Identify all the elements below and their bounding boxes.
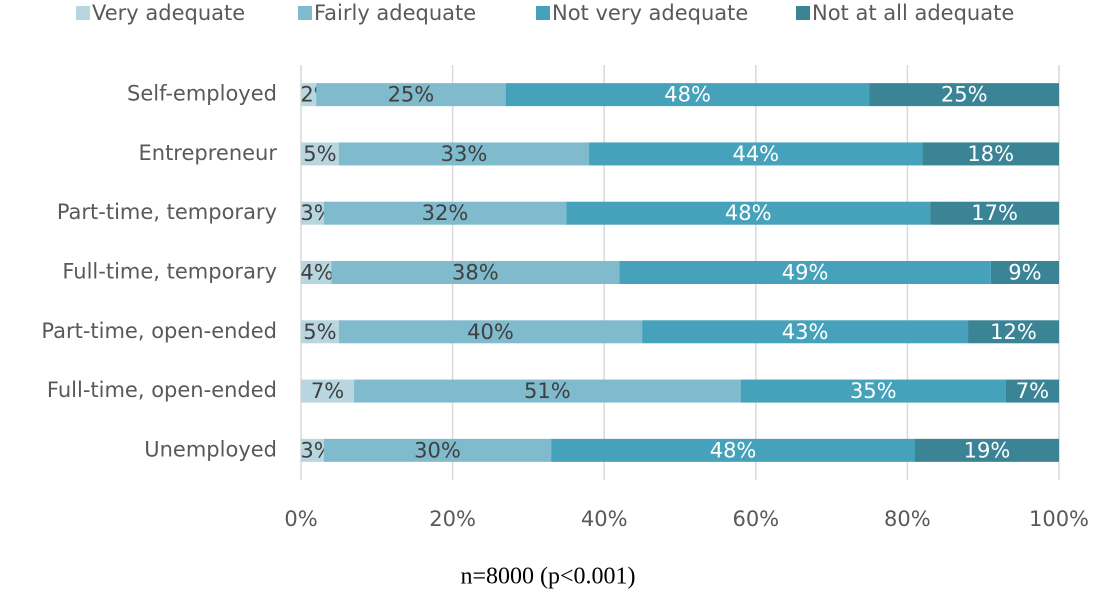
bar-segment xyxy=(922,142,1059,166)
bar-segment xyxy=(323,201,567,225)
data-label: 43% xyxy=(782,320,829,344)
data-label: 38% xyxy=(452,261,499,285)
bar-segment xyxy=(301,261,332,284)
data-label: 17% xyxy=(971,201,1018,225)
bar-segment xyxy=(551,438,915,462)
bar-segment xyxy=(566,201,931,225)
y-tick-label: Unemployed xyxy=(144,437,277,461)
bar-segment xyxy=(930,201,1059,225)
bar-segment xyxy=(869,83,1059,107)
data-label: 5% xyxy=(303,320,336,344)
data-label: 7% xyxy=(311,379,344,403)
data-label: 5% xyxy=(303,142,336,166)
data-label: 19% xyxy=(964,438,1011,462)
bar-segment xyxy=(323,438,552,462)
bar-segment xyxy=(301,83,317,107)
bar-segment xyxy=(301,142,339,166)
x-tick-label: 80% xyxy=(884,507,931,531)
legend-swatch xyxy=(536,6,550,20)
data-label: 44% xyxy=(732,142,779,166)
data-label: 48% xyxy=(664,83,711,107)
data-label: 25% xyxy=(941,83,988,107)
legend-label: Fairly adequate xyxy=(314,1,476,25)
data-label: 25% xyxy=(388,83,435,107)
legend-swatch xyxy=(298,6,312,20)
bar-segment xyxy=(914,438,1059,462)
data-label: 40% xyxy=(467,320,514,344)
data-label: 35% xyxy=(850,379,897,403)
data-label: 51% xyxy=(524,379,571,403)
y-tick-label: Full-time, open-ended xyxy=(47,378,277,402)
data-label: 4% xyxy=(300,261,333,285)
bar-segment xyxy=(316,83,506,107)
x-tick-label: 20% xyxy=(429,507,476,531)
x-tick-label: 100% xyxy=(1029,507,1089,531)
bar-segment xyxy=(968,320,1059,344)
bar-segment xyxy=(990,261,1059,284)
legend-swatch xyxy=(796,6,810,20)
y-tick-label: Part-time, temporary xyxy=(57,200,277,224)
bar-segment xyxy=(301,201,324,225)
legend-label: Not at all adequate xyxy=(812,1,1014,25)
bar-segment xyxy=(1005,379,1059,403)
legend-swatch xyxy=(76,6,90,20)
bar-segment xyxy=(331,261,620,284)
y-tick-label: Full-time, temporary xyxy=(62,260,277,284)
y-tick-label: Self-employed xyxy=(127,82,277,106)
data-label: 12% xyxy=(990,320,1037,344)
bar-segment xyxy=(619,261,991,284)
x-tick-label: 60% xyxy=(732,507,779,531)
bar-segment xyxy=(301,379,355,403)
bar-segment xyxy=(301,320,339,344)
x-tick-label: 0% xyxy=(284,507,317,531)
data-label: 48% xyxy=(725,201,772,225)
legend-label: Very adequate xyxy=(92,1,245,25)
bar-segment xyxy=(740,379,1006,403)
bar-segment xyxy=(589,142,923,166)
data-label: 48% xyxy=(710,438,757,462)
data-label: 30% xyxy=(414,438,461,462)
bar-segment xyxy=(338,142,590,166)
data-label: 7% xyxy=(1016,379,1049,403)
bar-segment xyxy=(301,438,324,462)
data-label: 32% xyxy=(422,201,469,225)
y-tick-label: Entrepreneur xyxy=(139,141,278,165)
caption: n=8000 (p<0.001) xyxy=(460,564,635,590)
data-label: 18% xyxy=(967,142,1014,166)
x-tick-label: 40% xyxy=(581,507,628,531)
data-label: 33% xyxy=(441,142,488,166)
data-label: 9% xyxy=(1008,261,1041,285)
bar-segment xyxy=(642,320,969,344)
data-label: 49% xyxy=(782,261,829,285)
bar-segment xyxy=(505,83,870,107)
y-tick-label: Part-time, open-ended xyxy=(41,319,277,343)
bar-segment xyxy=(338,320,643,344)
legend-label: Not very adequate xyxy=(552,1,748,25)
bar-segment xyxy=(354,379,741,403)
